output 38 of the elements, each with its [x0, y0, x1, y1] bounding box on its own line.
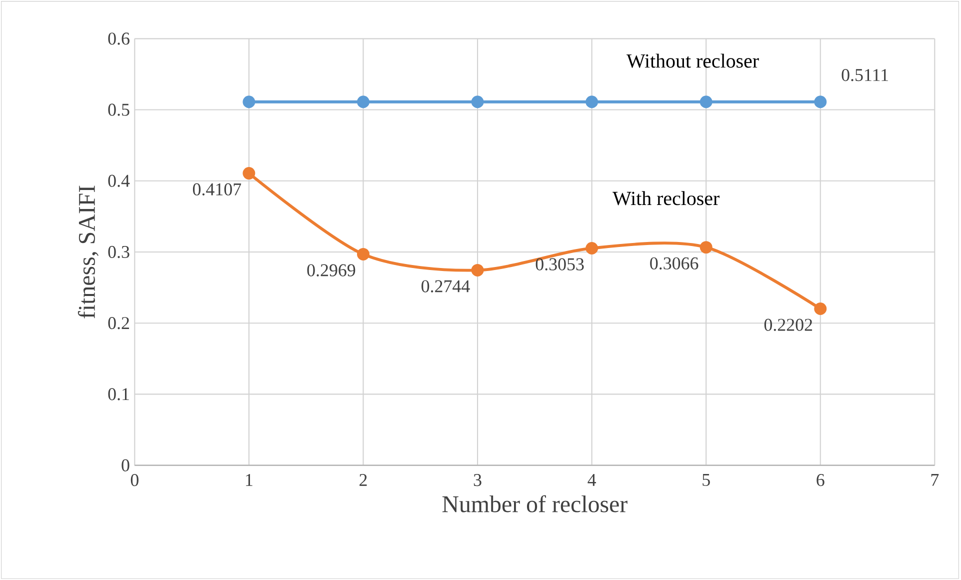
- y-tick-label: 0.1: [108, 388, 129, 400]
- point: [586, 96, 598, 108]
- point: [357, 96, 370, 108]
- y-tick-label: 0.3: [108, 246, 130, 258]
- data-label: 0.2202: [764, 318, 812, 331]
- x-tick-label: 7: [931, 474, 939, 486]
- x-tick-label: 1: [246, 474, 252, 486]
- data-label: 0.4107: [192, 183, 242, 196]
- y-tick-label: 0.6: [108, 32, 130, 45]
- point: [242, 167, 256, 180]
- x-tick-label: 2: [360, 474, 367, 486]
- x-tick-label: 0: [130, 474, 138, 486]
- point: [814, 302, 827, 315]
- x-tick-label: 4: [588, 474, 596, 486]
- y-tick-label: 0.2: [108, 317, 129, 330]
- data-label: 0.5111: [842, 69, 888, 82]
- point: [586, 242, 598, 254]
- point: [700, 96, 712, 108]
- point: [700, 241, 712, 254]
- x-tick-label: 5: [702, 474, 710, 486]
- point: [471, 96, 484, 108]
- data-label: 0.3066: [650, 257, 698, 270]
- y-tick-label: 0.5: [108, 104, 130, 116]
- x-tick-label: 6: [816, 474, 824, 486]
- point: [814, 96, 827, 108]
- x-axis-title: Number of recloser: [442, 495, 628, 512]
- data-label: 0.2744: [422, 280, 470, 292]
- point: [242, 96, 256, 108]
- y-tick-label: 0.4: [108, 174, 130, 187]
- point: [471, 264, 484, 276]
- data-label: 0.2969: [307, 264, 356, 276]
- y-axis-title: fitness, SAIFI: [78, 186, 98, 318]
- data-label: 0.3053: [536, 258, 584, 270]
- point: [357, 248, 370, 260]
- x-tick-label: 3: [474, 474, 482, 486]
- series-label: With recloser: [612, 191, 720, 206]
- y-tick-label: 0: [122, 459, 130, 472]
- series-label: Without recloser: [626, 54, 759, 68]
